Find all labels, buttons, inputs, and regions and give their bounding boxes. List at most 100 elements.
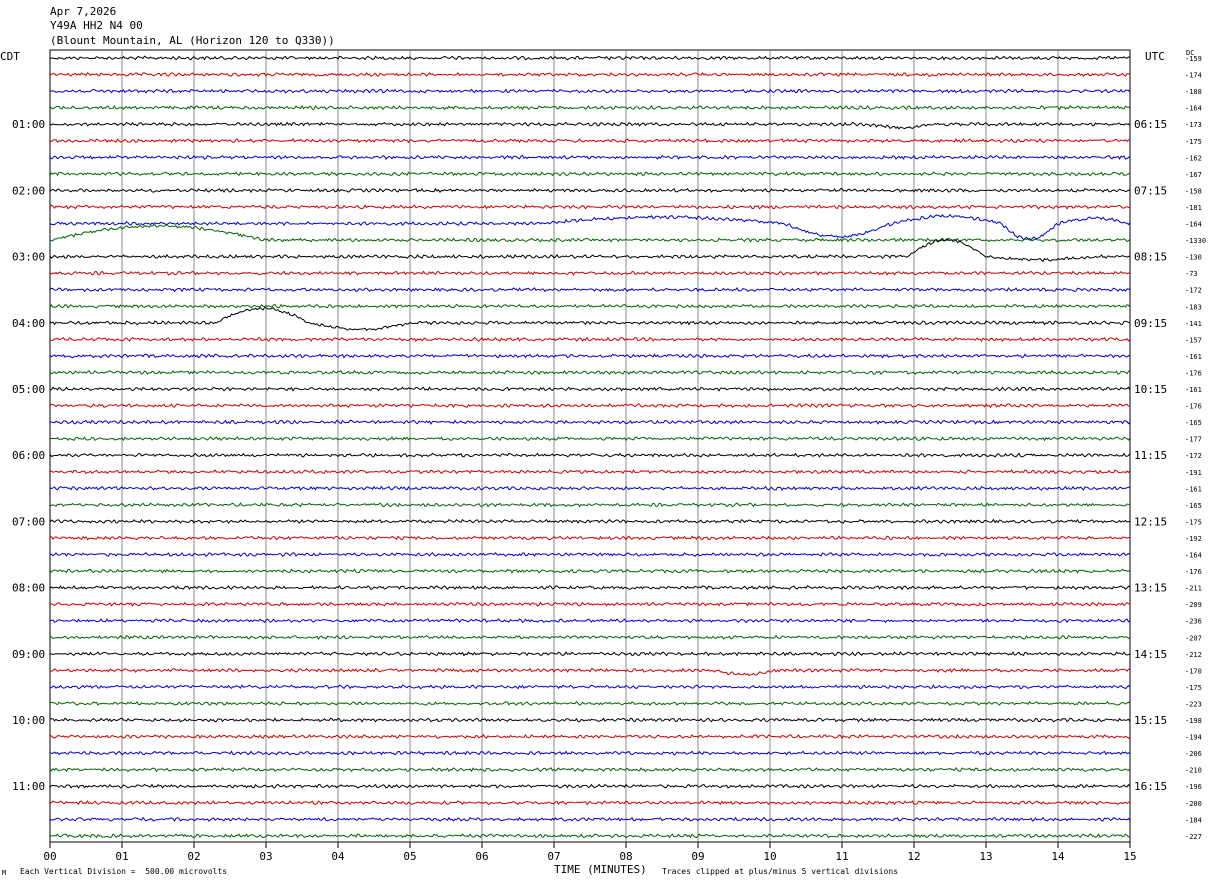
dc-offset-label: -198	[1185, 717, 1202, 725]
dc-offset-label: -236	[1185, 618, 1202, 626]
dc-offset-label: -175	[1185, 518, 1202, 526]
right-hour-label: 13:15	[1134, 582, 1167, 595]
trace-line	[49, 601, 1131, 607]
dc-offset-label: -165	[1185, 502, 1202, 510]
header-station: Y49A HH2 N4 00	[50, 19, 143, 32]
left-hour-label: 05:00	[12, 383, 45, 396]
right-hour-label: 15:15	[1134, 714, 1167, 727]
header-location: (Blount Mountain, AL (Horizon 120 to Q33…	[50, 34, 335, 47]
trace-line	[49, 270, 1131, 276]
dc-offset-label: -223	[1185, 700, 1202, 708]
trace-line	[49, 551, 1131, 558]
trace-line	[49, 204, 1131, 210]
dc-offset-label: -206	[1185, 750, 1202, 758]
x-tick-label: 12	[907, 850, 920, 863]
dc-offset-label: -177	[1185, 436, 1202, 444]
dc-offset-label: -164	[1185, 105, 1202, 113]
dc-offset-label: -192	[1185, 535, 1202, 543]
left-hour-label: 09:00	[12, 648, 45, 661]
dc-offset-label: -183	[1185, 303, 1202, 311]
left-hour-label: 01:00	[12, 118, 45, 131]
dc-offset-label: -194	[1185, 734, 1202, 742]
dc-offset-label: -73	[1185, 270, 1198, 278]
dc-offset-header: DC	[1186, 49, 1195, 57]
x-tick-label: 01	[115, 850, 128, 863]
dc-offset-label: -191	[1185, 469, 1202, 477]
trace-line	[49, 121, 1131, 130]
dc-offset-label: -175	[1185, 684, 1202, 692]
trace-line	[49, 237, 1131, 263]
right-hour-label: 09:15	[1134, 317, 1167, 330]
trace-line	[49, 171, 1131, 177]
dc-offset-label: -174	[1185, 72, 1202, 80]
footer-mark: M	[2, 869, 7, 877]
x-tick-label: 08	[619, 850, 632, 863]
timezone-right-label: UTC	[1145, 50, 1165, 63]
trace-line	[49, 213, 1131, 242]
dc-offset-label: -158	[1185, 187, 1202, 195]
dc-offset-label: -212	[1185, 651, 1202, 659]
trace-line	[49, 684, 1131, 690]
dc-offset-label: -170	[1185, 667, 1202, 675]
trace-line	[49, 452, 1131, 458]
x-tick-label: 05	[403, 850, 416, 863]
trace-line	[49, 518, 1131, 524]
x-tick-label: 02	[187, 850, 200, 863]
dc-offset-label: -167	[1185, 171, 1202, 179]
x-tick-label: 07	[547, 850, 560, 863]
trace-line	[49, 223, 1131, 243]
trace-line	[49, 187, 1131, 194]
trace-line	[49, 469, 1131, 475]
dc-offset-label: -161	[1185, 353, 1202, 361]
plot-frame	[49, 49, 1131, 843]
dc-offset-label: -210	[1185, 767, 1202, 775]
trace-line	[49, 369, 1131, 376]
x-tick-label: 03	[259, 850, 272, 863]
dc-offset-label: -176	[1185, 403, 1202, 411]
trace-line	[49, 800, 1131, 806]
right-hour-label: 10:15	[1134, 383, 1167, 396]
x-tick-label: 11	[835, 850, 848, 863]
trace-line	[49, 700, 1131, 706]
trace-line	[49, 667, 1131, 677]
trace-line	[49, 783, 1131, 789]
dc-offset-label: -161	[1185, 485, 1202, 493]
dc-offset-label: -181	[1185, 204, 1202, 212]
trace-line	[49, 766, 1131, 773]
dc-offset-label: -188	[1185, 88, 1202, 96]
trace-line	[49, 353, 1131, 359]
dc-offset-label: -176	[1185, 568, 1202, 576]
x-tick-label: 13	[979, 850, 992, 863]
dc-offset-label: -164	[1185, 552, 1202, 560]
trace-line	[49, 485, 1131, 491]
dc-offset-label: -172	[1185, 452, 1202, 460]
x-axis-title: TIME (MINUTES)	[554, 863, 647, 876]
trace-line	[49, 585, 1131, 591]
left-hour-label: 10:00	[12, 714, 45, 727]
dc-offset-label: -184	[1185, 816, 1202, 824]
x-tick-label: 14	[1051, 850, 1065, 863]
dc-offset-label: -157	[1185, 336, 1202, 344]
dc-offset-label: -159	[1185, 55, 1202, 63]
axis-labels: 00 01 02 03 04 05 06 07 08 09 10 11 12 13 14 15 -159 -174…	[12, 55, 1206, 863]
header-date: Apr 7,2026	[50, 5, 117, 18]
x-tick-label: 10	[763, 850, 776, 863]
plot-grid	[49, 49, 1131, 848]
trace-line	[49, 336, 1131, 343]
footer-scale-note: Each Vertical Division = 500.00 microvol…	[20, 867, 228, 876]
trace-line	[49, 104, 1131, 111]
left-hour-label: 06:00	[12, 449, 45, 462]
right-hour-label: 06:15	[1134, 118, 1167, 131]
right-hour-label: 07:15	[1134, 184, 1167, 197]
right-hour-label: 11:15	[1134, 449, 1167, 462]
trace-line	[49, 502, 1130, 508]
trace-line	[49, 72, 1131, 77]
timezone-left-label: CDT	[0, 50, 20, 63]
trace-line	[49, 138, 1131, 144]
dc-offset-label: -211	[1185, 585, 1202, 593]
left-hour-label: 04:00	[12, 317, 45, 330]
dc-offset-label: -162	[1185, 154, 1202, 162]
dc-offset-label: -176	[1185, 369, 1202, 377]
trace-line	[49, 436, 1131, 442]
